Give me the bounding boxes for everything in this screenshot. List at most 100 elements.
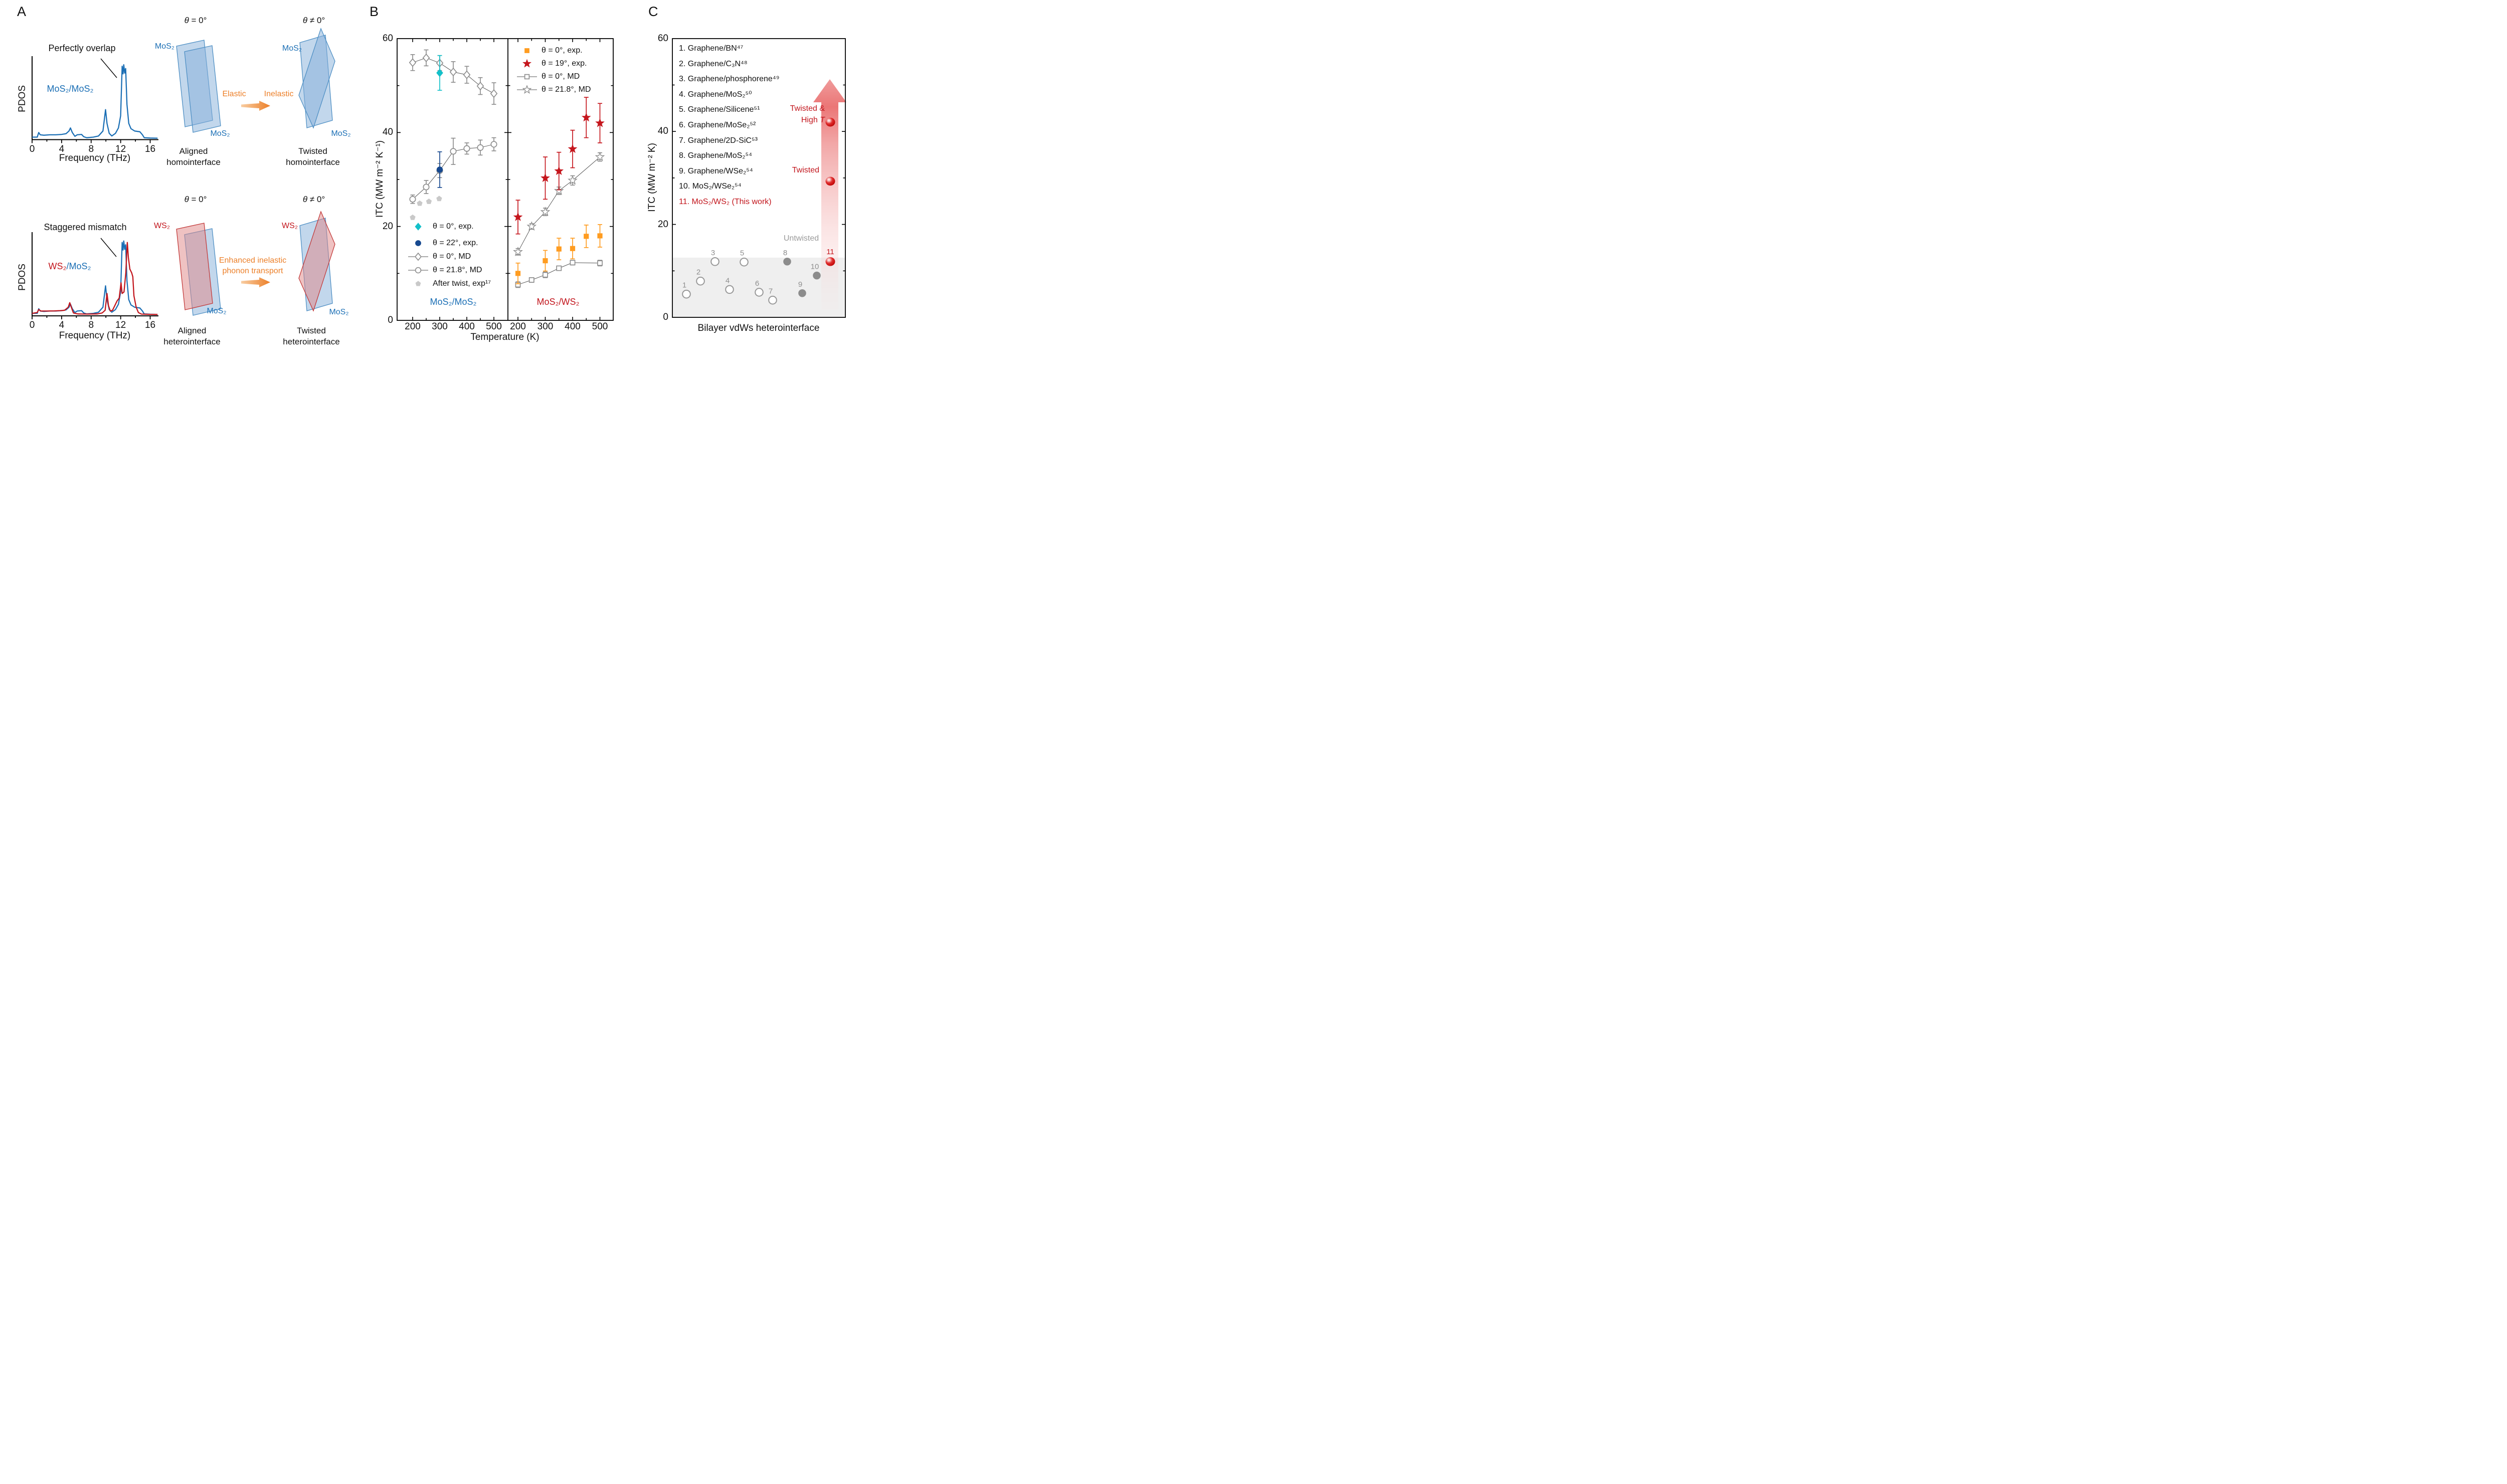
legend-row: θ = 19°, exp. [516,59,587,69]
layer-label-ws2: WS₂ [282,222,298,230]
theta-value: = 0° [189,16,207,25]
legend-row: θ = 0°, MD [407,252,471,262]
svg-text:3: 3 [711,249,715,257]
tick-label: 8 [88,143,94,154]
tick-label: 200 [405,321,421,332]
theta-twisted-homo: θ ≠ 0° [289,16,339,26]
panel-a-graphics [32,28,335,319]
caption-aligned-homointerface: Aligned homointerface [157,146,230,168]
caption-line: Aligned [177,326,207,335]
caption-twisted-heterointerface: Twisted heterointerface [274,325,349,347]
mos2-part: /MoS₂ [66,261,91,271]
list-item: 5. Graphene/Silicene⁵¹ [679,105,760,114]
tick-label: 0 [663,312,668,322]
legend-row: θ = 21.8°, MD [407,265,482,275]
legend-row: θ = 21.8°, MD [516,85,591,95]
list-item: 10. MoS₂/WSe₂⁵⁴ [679,182,742,191]
tick-label: 300 [432,321,448,332]
caption-line: heterointerface [163,337,221,346]
caption-line: homointerface [286,157,340,167]
twisted-annotation: Twisted [792,166,819,174]
legend-row: θ = 0°, exp. [407,222,474,232]
tick-label: 0 [29,320,35,330]
legend-marker-cyan-diamond [415,223,422,231]
ranking-xlabel: Bilayer vdWs heterointerface [697,323,820,333]
pdos-bottom-xlabel: Frequency (THz) [59,330,131,341]
caption-line: homointerface [166,157,221,167]
theta-symbol: θ [184,16,189,25]
itc-ranking-ylabel: ITC (MW m⁻² K) [647,143,658,212]
layer-label-mos2: MoS₂ [207,307,227,315]
figure: 1 2 3 4 5 6 7 8 9 10 11 A PDOS Frequency (THz) Per… [0,0,869,371]
legend-label: After twist, exp¹⁷ [433,279,491,288]
elastic-label: Elastic [222,90,246,98]
legend-marker-red-star [522,59,531,68]
ws2-part: WS₂ [48,261,67,271]
tick-label: 500 [486,321,502,332]
tick-label: 500 [592,321,608,332]
list-item: 1. Graphene/BN⁴⁷ [679,44,744,53]
tick-label: 60 [657,33,668,44]
tick-label: 0 [29,143,35,154]
theta-twisted-hetero: θ ≠ 0° [289,195,339,205]
list-item: 6. Graphene/MoSe₂⁵² [679,121,756,130]
legend-label: θ = 19°, exp. [542,59,587,68]
theta-aligned-hetero: θ = 0° [170,195,221,205]
pdos-top-xlabel: Frequency (THz) [59,153,131,163]
legend-marker-open-diamond [408,252,428,261]
panel-b-graphics [397,38,614,321]
annotation-line: Twisted & [790,104,825,113]
list-item: 7. Graphene/2D-SiC⁵³ [679,136,758,145]
svg-text:9: 9 [798,280,802,289]
svg-text:11: 11 [826,248,834,256]
list-item: 4. Graphene/MoS₂⁵⁰ [679,90,752,99]
legend-marker-open-square [517,74,537,80]
twisted-high-t-annotation: Twisted & High T [752,103,825,126]
tick-label: 4 [59,320,65,330]
caption-line: Twisted [298,146,327,156]
layer-label-mos2: MoS₂ [210,129,230,138]
legend-marker-navy-circle [415,240,421,246]
enhanced-inelastic-line1: Enhanced inelastic [219,256,287,265]
layer-label-mos2: MoS₂ [154,42,174,51]
theta-symbol: θ [184,195,189,204]
tick-label: 20 [657,219,668,230]
tick-label: 20 [382,221,393,232]
caption-line: Twisted [297,326,326,335]
itc-ylabel: ITC (MW m⁻² K⁻¹) [375,140,386,218]
caption-aligned-heterointerface: Aligned heterointerface [154,325,230,347]
caption-twisted-homointerface: Twisted homointerface [276,146,349,168]
svg-text:1: 1 [682,281,686,290]
legend-label: θ = 0°, exp. [433,222,474,231]
legend-marker-open-circle [408,267,428,274]
layer-label-mos2: MoS₂ [331,129,351,138]
svg-text:7: 7 [769,287,773,296]
annotation-line: High T [801,116,825,124]
svg-text:6: 6 [755,279,759,288]
text-overlay: A PDOS Frequency (THz) Perfectly overlap… [0,0,869,371]
layer-label-ws2: WS₂ [154,222,170,230]
pdos-bottom-ylabel: PDOS [17,264,28,291]
legend-label: θ = 21.8°, MD [542,85,591,94]
temperature-xlabel: Temperature (K) [470,332,540,342]
tick-label: 0 [388,315,393,325]
tick-label: 60 [382,33,393,44]
annotation-perfectly-overlap: Perfectly overlap [48,43,116,53]
tick-label: 12 [115,320,126,330]
tick-label: 400 [565,321,581,332]
legend-marker-open-star [517,85,537,94]
subplot-title-mos2-ws2: MoS₂/WS₂ [536,297,580,307]
tick-label: 8 [88,320,94,330]
theta-value: ≠ 0° [307,195,325,204]
theta-value: ≠ 0° [307,16,325,25]
legend-marker-orange-square [524,48,529,53]
layer-label-mos2: MoS₂ [329,308,349,316]
list-item: 8. Graphene/MoS₂⁵⁴ [679,151,753,160]
theta-aligned-homo: θ = 0° [170,16,221,26]
tick-label: 16 [144,143,156,154]
panel-c-graphics: 1 2 3 4 5 6 7 8 9 10 11 [672,38,846,318]
tick-label: 12 [115,143,126,154]
tick-label: 400 [459,321,475,332]
legend-label: θ = 0°, MD [433,252,471,261]
